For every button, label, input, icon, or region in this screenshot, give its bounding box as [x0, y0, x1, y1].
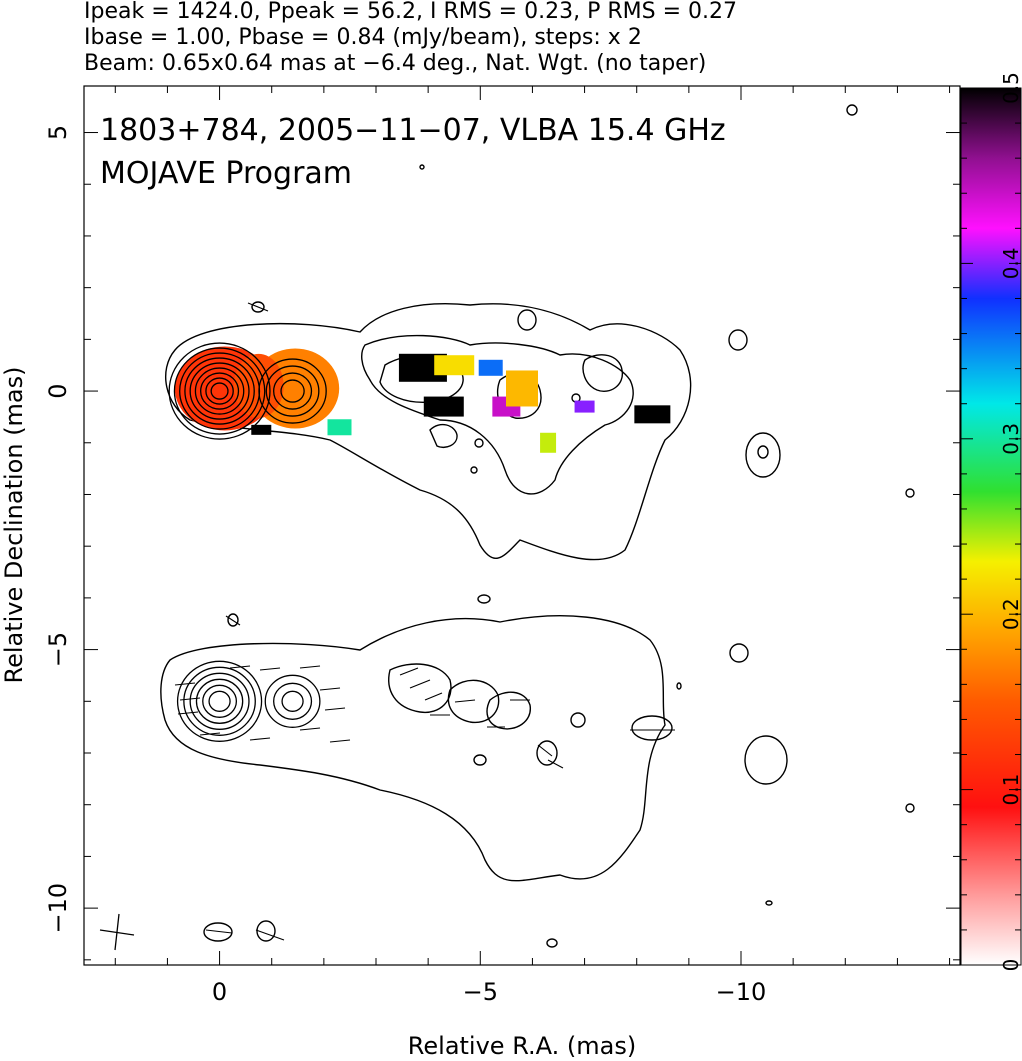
- evpa-vectors: [174, 302, 675, 941]
- y-tick-label: −5: [44, 632, 72, 667]
- lower-core-contour-ring: [195, 678, 244, 724]
- upper-core-contour-ring: [173, 347, 266, 435]
- upper-core-contour-ring: [205, 377, 234, 405]
- pol-patch: [423, 396, 464, 417]
- x-tick-label: −5: [463, 978, 498, 1006]
- pol-patch: [540, 432, 557, 453]
- header-line-3: Beam: 0.65x0.64 mas at −6.4 deg., Nat. W…: [84, 51, 707, 76]
- colorbar-tick-label: 0.5: [999, 72, 1022, 104]
- pol-patch: [434, 355, 475, 376]
- x-tick-label: −10: [716, 978, 767, 1006]
- upper-knot-contour-ring: [258, 358, 327, 424]
- y-tick-label: 5: [44, 125, 72, 140]
- lower-outer-contour: [160, 615, 666, 882]
- axis-ticks: [84, 86, 960, 965]
- lower-core-contour-ring: [183, 666, 256, 736]
- core-contour-layer: [168, 342, 327, 742]
- axis-tick-labels: 0 −5 −10 5 0 −5 −10: [44, 125, 766, 1006]
- colorbar-tick-labels: 0 0.1 0.2 0.3 0.4 0.5: [999, 72, 1022, 971]
- colorbar-bar: [960, 87, 1022, 966]
- pol-patch: [506, 370, 538, 407]
- x-tick-label: 0: [212, 978, 227, 1006]
- lower-core-contour-ring: [189, 672, 250, 730]
- y-axis-label: Relative Declination (mas): [0, 366, 28, 683]
- lower-knot-contour-ring: [281, 690, 304, 712]
- header-line-2: Ibase = 1.00, Pbase = 0.84 (mJy/beam), s…: [84, 25, 642, 50]
- upper-knot-contour-ring: [265, 365, 320, 417]
- colorbar: 0 0.1 0.2 0.3 0.4 0.5: [960, 72, 1022, 971]
- pol-patch: [574, 400, 595, 413]
- colorbar-tick-label: 0: [999, 959, 1022, 972]
- upper-core-contour-ring: [210, 382, 229, 400]
- lower-knot-contour-ring: [273, 682, 313, 720]
- colorbar-tick-label: 0.2: [999, 598, 1022, 630]
- upper-inner-contour: [361, 334, 634, 495]
- contour-layer: [160, 104, 915, 948]
- upper-outer-contour: [165, 303, 692, 561]
- lower-core-contour-ring: [176, 660, 263, 742]
- y-tick-label: 0: [44, 383, 72, 398]
- lower-core-contour-ring: [208, 690, 231, 712]
- plot-frame: [83, 85, 961, 966]
- colorbar-ticks: [961, 87, 1021, 966]
- plot-title: 1803+784, 2005−11−07, VLBA 15.4 GHz: [100, 113, 726, 148]
- upper-core-contour-ring: [194, 367, 245, 415]
- lower-knot-contour-ring: [264, 674, 321, 728]
- lower-core-contour-ring: [202, 684, 238, 718]
- y-tick-label: −10: [44, 883, 72, 934]
- colorbar-tick-label: 0.4: [999, 247, 1022, 279]
- colorbar-tick-label: 0.3: [999, 423, 1022, 455]
- plot-subtitle: MOJAVE Program: [100, 156, 352, 191]
- upper-core-contour-ring: [184, 357, 255, 425]
- upper-core-contour-ring: [189, 362, 250, 420]
- upper-core-contour-ring: [200, 372, 240, 410]
- upper-core-contour-ring: [168, 342, 271, 440]
- fractional-polarization-layer: [174, 346, 671, 453]
- pol-patch: [251, 424, 272, 435]
- upper-knot-contour-ring: [273, 372, 313, 410]
- pol-patch: [478, 359, 503, 376]
- pol-patch: [634, 405, 671, 424]
- beam-marker: [99, 913, 135, 951]
- colorbar-tick-label: 0.1: [999, 774, 1022, 806]
- pol-patch: [327, 419, 352, 436]
- x-axis-label: Relative R.A. (mas): [408, 1032, 636, 1060]
- header-line-1: Ipeak = 1424.0, Ppeak = 56.2, I RMS = 0.…: [84, 0, 737, 24]
- upper-knot-contour-ring: [280, 379, 305, 403]
